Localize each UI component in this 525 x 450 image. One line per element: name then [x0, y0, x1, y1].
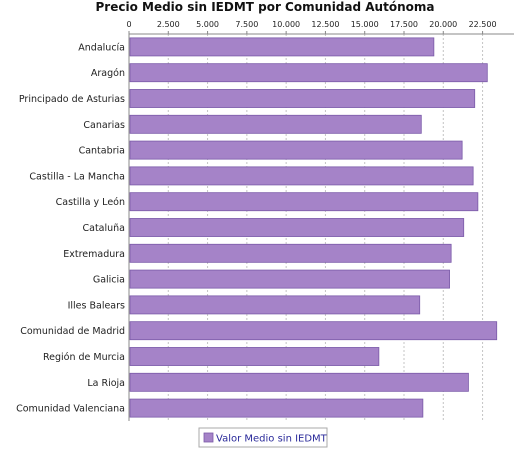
- bars: [129, 37, 498, 418]
- category-label: Castilla y León: [56, 197, 125, 208]
- category-label: Cantabria: [79, 146, 125, 157]
- category-label: Comunidad de Madrid: [20, 326, 125, 337]
- bar: [129, 295, 421, 315]
- x-tick-label: 7.500: [235, 20, 258, 29]
- legend-label: Valor Medio sin IEDMT: [216, 434, 328, 445]
- legend: Valor Medio sin IEDMT: [198, 427, 328, 448]
- bar: [129, 114, 422, 134]
- bar: [129, 37, 435, 57]
- x-tick-label: 0: [126, 20, 131, 29]
- bar: [129, 218, 465, 237]
- x-tick-label: 20.000: [429, 20, 457, 29]
- category-label: Canarias: [83, 120, 125, 131]
- bar: [129, 372, 469, 392]
- x-tick-label: 5.000: [196, 20, 219, 29]
- legend-swatch: [203, 432, 214, 443]
- chart-title: Precio Medio sin IEDMT por Comunidad Aut…: [96, 0, 435, 14]
- bar: [129, 347, 380, 366]
- bar: [129, 321, 498, 341]
- x-tick-label: 10.000: [272, 20, 300, 29]
- x-tick-label: 22.500: [469, 20, 497, 29]
- bar: [129, 89, 476, 108]
- bar: [129, 398, 424, 418]
- category-label: Andalucía: [78, 42, 125, 53]
- category-label: Castilla - La Mancha: [29, 171, 125, 182]
- bar: [129, 166, 474, 186]
- legend-frame: [198, 427, 328, 448]
- bar: [129, 269, 450, 289]
- category-label: Galicia: [93, 275, 125, 286]
- x-tick-label: 2.500: [157, 20, 180, 29]
- category-label: Extremadura: [63, 249, 125, 260]
- category-label: Aragón: [91, 68, 125, 79]
- category-label: Principado de Asturias: [19, 94, 125, 105]
- x-tick-label: 17.500: [390, 20, 418, 29]
- x-tick-label: 12.500: [311, 20, 339, 29]
- x-axis-ticks: 0 2.500 5.000 7.500 10.000 12.500 15.000 17.500…: [126, 20, 497, 34]
- category-label: La Rioja: [87, 378, 125, 389]
- category-label: Región de Murcia: [43, 352, 125, 363]
- bar: [129, 63, 488, 83]
- category-label: Cataluña: [82, 223, 125, 234]
- bar: [129, 243, 452, 263]
- category-labels: Andalucía Aragón Principado de Asturias Can…: [16, 42, 125, 414]
- category-label: Illes Balears: [68, 300, 125, 311]
- bar: [129, 192, 479, 212]
- bar: [129, 140, 463, 160]
- category-label: Comunidad Valenciana: [16, 404, 125, 415]
- x-tick-label: 15.000: [351, 20, 379, 29]
